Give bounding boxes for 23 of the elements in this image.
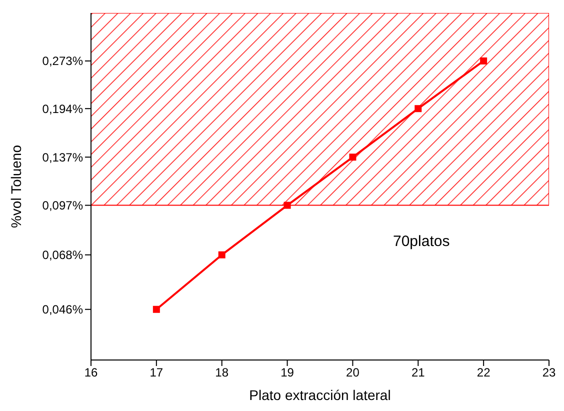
y-tick-label: 0,068%: [42, 248, 84, 262]
annotation: 70platos: [393, 233, 450, 250]
point: [414, 105, 422, 112]
point: [349, 154, 356, 161]
y-axis-title: %vol Tolueno: [8, 144, 24, 228]
x-tick-label: 21: [411, 366, 426, 380]
point: [284, 202, 291, 209]
x-tick-label: 22: [476, 366, 491, 380]
y-tick-label: 0,273%: [42, 54, 84, 68]
point: [152, 306, 160, 313]
x-axis-title: Plato extracción lateral: [249, 387, 391, 403]
y-tick-label: 0,194%: [42, 102, 84, 116]
x-tick-label: 19: [280, 366, 294, 380]
x-tick-label: 23: [542, 366, 556, 380]
point: [480, 57, 488, 64]
x-tick-label: 20: [346, 366, 360, 380]
point: [218, 251, 226, 258]
x-tick-label: 18: [215, 366, 229, 380]
y-tick-label: 0,137%: [42, 150, 84, 164]
y-tick-label: 0,097%: [42, 198, 84, 213]
x-tick-label: 16: [84, 366, 98, 380]
y-tick-label: 0,046%: [42, 302, 84, 317]
x-tick-label: 17: [150, 366, 164, 380]
